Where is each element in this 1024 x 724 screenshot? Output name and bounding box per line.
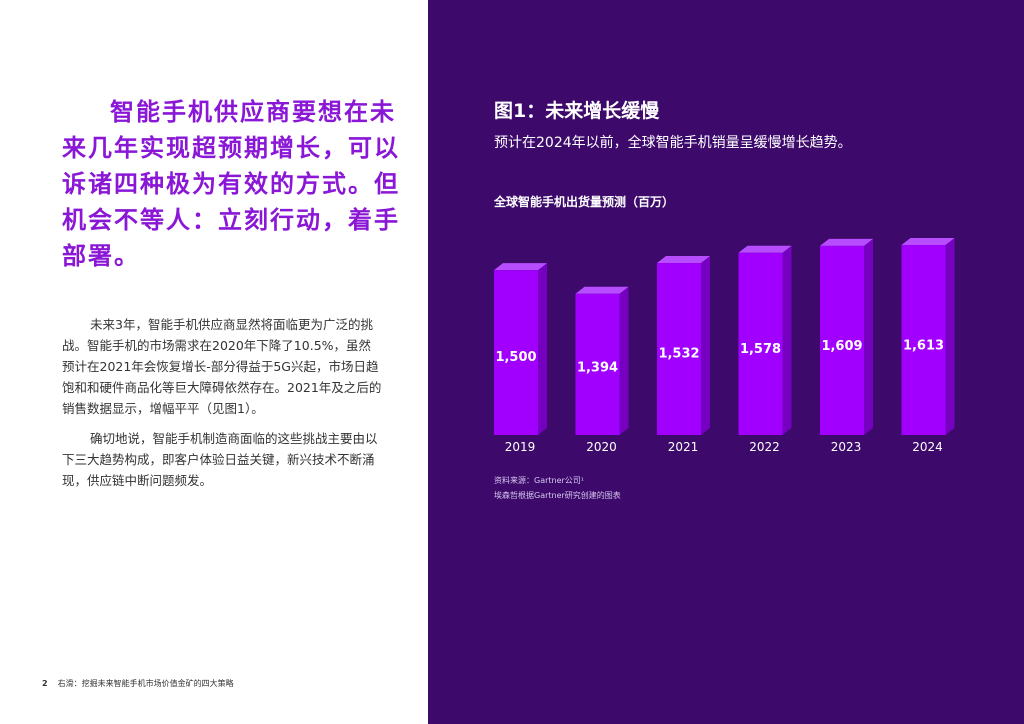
bar-top bbox=[575, 286, 629, 294]
x-tick-label: 2022 bbox=[749, 440, 780, 454]
data-label: 1,578 bbox=[740, 342, 781, 357]
bar bbox=[657, 263, 701, 435]
bar bbox=[901, 245, 946, 435]
shipment-bar-chart: 1,500 2019 1,394 2020 1,532 2021 1,578 2022 1,60… bbox=[494, 238, 955, 454]
headline: 智能手机供应商要想在未来几年实现超预期增长，可以诉诸四种极为有效的方式。但机会不… bbox=[62, 94, 402, 274]
chart-title: 全球智能手机出货量预测（百万） bbox=[494, 195, 675, 209]
x-tick-label: 2020 bbox=[586, 440, 617, 454]
bar bbox=[494, 270, 538, 435]
left-panel: 智能手机供应商要想在未来几年实现超预期增长，可以诉诸四种极为有效的方式。但机会不… bbox=[0, 0, 428, 724]
bar-top bbox=[820, 238, 873, 246]
page-footer: 2 右滑：挖掘未来智能手机市场价值金矿的四大策略 bbox=[42, 678, 234, 689]
bar-side bbox=[619, 286, 629, 435]
x-tick-label: 2021 bbox=[668, 440, 699, 454]
data-label: 1,532 bbox=[658, 347, 699, 362]
x-tick-label: 2019 bbox=[505, 440, 536, 454]
headline-text: 智能手机供应商要想在未来几年实现超预期增长，可以诉诸四种极为有效的方式。但机会不… bbox=[62, 98, 400, 270]
bar-top bbox=[901, 238, 955, 246]
x-tick-label: 2023 bbox=[831, 440, 862, 454]
body-paragraph-1: 未来3年，智能手机供应商显然将面临更为广泛的挑战。智能手机的市场需求在2020年… bbox=[62, 314, 382, 419]
paragraph-text: 确切地说，智能手机制造商面临的这些挑战主要由以下三大趋势构成，即客户体验日益关键… bbox=[62, 431, 378, 488]
bar-side bbox=[945, 238, 955, 435]
bar-side bbox=[538, 263, 547, 435]
bar-side bbox=[782, 245, 792, 435]
source-line-1: 资料来源：Gartner公司¹ bbox=[494, 476, 585, 485]
bar bbox=[575, 293, 620, 435]
bar-top bbox=[657, 256, 710, 264]
x-tick-label: 2024 bbox=[912, 440, 943, 454]
paragraph-text: 未来3年，智能手机供应商显然将面临更为广泛的挑战。智能手机的市场需求在2020年… bbox=[62, 317, 382, 416]
bar bbox=[820, 245, 864, 435]
data-label: 1,394 bbox=[577, 360, 618, 375]
data-label: 1,609 bbox=[821, 339, 862, 354]
footer-text: 右滑：挖掘未来智能手机市场价值金矿的四大策略 bbox=[57, 679, 234, 688]
figure-title: 图1：未来增长缓慢 bbox=[494, 100, 660, 122]
bar-side bbox=[701, 256, 710, 435]
figure-subtitle: 预计在2024年以前，全球智能手机销量呈缓慢增长趋势。 bbox=[494, 135, 852, 151]
right-panel: 图1：未来增长缓慢 预计在2024年以前，全球智能手机销量呈缓慢增长趋势。 全球… bbox=[428, 0, 1024, 724]
body-paragraph-2: 确切地说，智能手机制造商面临的这些挑战主要由以下三大趋势构成，即客户体验日益关键… bbox=[62, 428, 382, 491]
page-number: 2 bbox=[42, 679, 48, 688]
bar bbox=[738, 252, 783, 435]
data-label: 1,500 bbox=[495, 350, 536, 365]
bar-top bbox=[494, 263, 547, 271]
bar-top bbox=[738, 245, 792, 253]
source-note: 资料来源：Gartner公司¹ 埃森哲根据Gartner研究创建的图表 bbox=[494, 473, 621, 503]
source-line-2: 埃森哲根据Gartner研究创建的图表 bbox=[494, 491, 621, 500]
bar-side bbox=[864, 238, 873, 435]
data-label: 1,613 bbox=[903, 339, 944, 354]
